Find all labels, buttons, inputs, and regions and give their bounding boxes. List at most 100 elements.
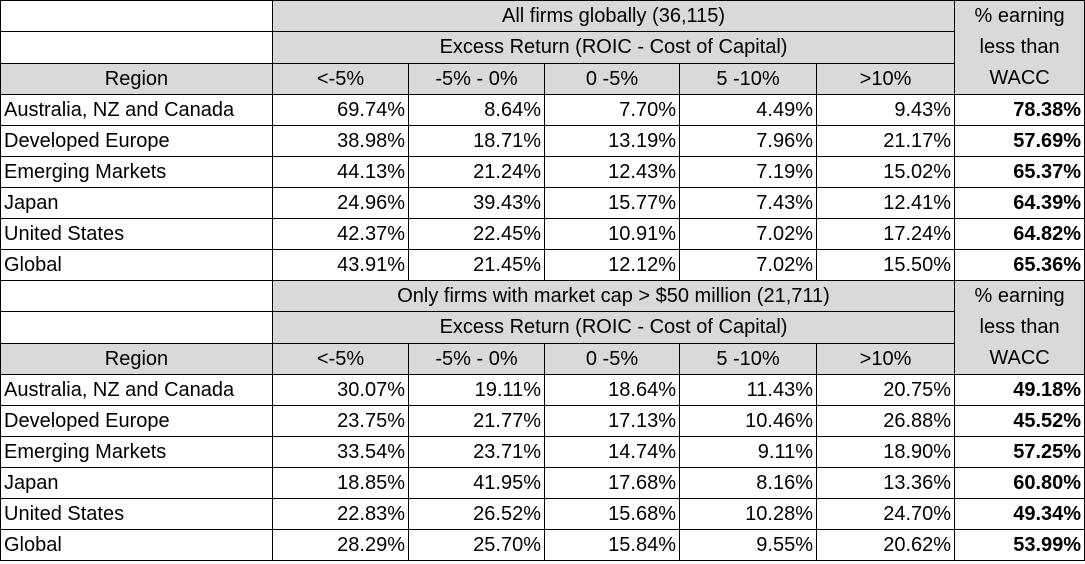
- pct-header-line: WACC: [989, 67, 1050, 89]
- value-cell: 21.45%: [408, 249, 545, 281]
- region-cell: Australia, NZ and Canada: [0, 94, 273, 126]
- region-cell: United States: [0, 218, 273, 250]
- range-column-header: 0 -5%: [544, 62, 680, 96]
- pct-earning-cell: 78.38%: [954, 94, 1085, 126]
- range-column-header: >10%: [815, 62, 956, 96]
- value-cell: 21.24%: [408, 156, 545, 188]
- pct-earning-cell: 60.80%: [954, 467, 1085, 499]
- region-cell: Global: [0, 529, 273, 561]
- region-cell: Australia, NZ and Canada: [0, 374, 273, 406]
- value-cell: 12.43%: [544, 156, 680, 188]
- section-title: All firms globally (36,115): [271, 0, 956, 33]
- value-cell: 4.49%: [679, 94, 817, 126]
- range-column-header: <-5%: [272, 62, 409, 96]
- section-subtitle: Excess Return (ROIC - Cost of Capital): [271, 311, 956, 344]
- value-cell: 9.43%: [815, 94, 956, 126]
- column-header-row: Region <-5% -5% - 0% 0 -5% 5 -10% >10%: [0, 342, 1085, 376]
- value-cell: 24.70%: [815, 498, 956, 530]
- table-row: United States 42.37% 22.45% 10.91% 7.02% 17.2…: [0, 218, 1085, 250]
- region-cell: Developed Europe: [0, 405, 273, 437]
- region-cell: Developed Europe: [0, 125, 273, 157]
- value-cell: 10.46%: [679, 405, 817, 437]
- region-cell: United States: [0, 498, 273, 530]
- value-cell: 9.55%: [679, 529, 817, 561]
- value-cell: 22.83%: [272, 498, 409, 530]
- section-subtitle: Excess Return (ROIC - Cost of Capital): [271, 31, 956, 64]
- value-cell: 7.43%: [679, 187, 817, 219]
- value-cell: 38.98%: [272, 125, 409, 157]
- value-cell: 28.29%: [272, 529, 409, 561]
- region-column-header: Region: [0, 62, 273, 96]
- blank-cell: [0, 0, 273, 33]
- value-cell: 15.50%: [815, 249, 956, 281]
- range-column-header: -5% - 0%: [408, 342, 545, 376]
- pct-earning-cell: 57.25%: [954, 436, 1085, 468]
- range-column-header: 0 -5%: [544, 342, 680, 376]
- pct-earning-cell: 64.82%: [954, 218, 1085, 250]
- region-cell: Global: [0, 249, 273, 281]
- range-column-header: <-5%: [272, 342, 409, 376]
- pct-header-line: WACC: [989, 347, 1050, 369]
- table-row: Developed Europe 38.98% 18.71% 13.19% 7.96% 2…: [0, 125, 1085, 157]
- table-row: Global 43.91% 21.45% 12.12% 7.02% 15.50% 65.36…: [0, 249, 1085, 281]
- pct-earning-cell: 49.18%: [954, 374, 1085, 406]
- value-cell: 33.54%: [272, 436, 409, 468]
- column-header-row: Region <-5% -5% - 0% 0 -5% 5 -10% >10%: [0, 62, 1085, 96]
- range-column-header: >10%: [815, 342, 956, 376]
- value-cell: 7.02%: [679, 249, 817, 281]
- value-cell: 69.74%: [272, 94, 409, 126]
- pct-header-line: % earning: [974, 5, 1065, 27]
- value-cell: 11.43%: [679, 374, 817, 406]
- value-cell: 19.11%: [408, 374, 545, 406]
- value-cell: 26.88%: [815, 405, 956, 437]
- value-cell: 17.68%: [544, 467, 680, 499]
- table-row: Japan 24.96% 39.43% 15.77% 7.43% 12.41% 64.39%: [0, 187, 1085, 219]
- value-cell: 17.24%: [815, 218, 956, 250]
- value-cell: 13.36%: [815, 467, 956, 499]
- value-cell: 26.52%: [408, 498, 545, 530]
- value-cell: 10.91%: [544, 218, 680, 250]
- region-column-header: Region: [0, 342, 273, 376]
- pct-earning-cell: 57.69%: [954, 125, 1085, 157]
- value-cell: 10.28%: [679, 498, 817, 530]
- blank-cell: [0, 311, 273, 344]
- pct-earning-cell: 64.39%: [954, 187, 1085, 219]
- value-cell: 7.19%: [679, 156, 817, 188]
- section-title-row: All firms globally (36,115) % earning less…: [0, 0, 1085, 95]
- region-cell: Japan: [0, 467, 273, 499]
- value-cell: 18.71%: [408, 125, 545, 157]
- value-cell: 14.74%: [544, 436, 680, 468]
- section-title-row: Only firms with market cap > $50 million…: [0, 279, 1085, 375]
- pct-earning-header: % earning less than WACC: [954, 0, 1085, 95]
- table-row: United States 22.83% 26.52% 15.68% 10.28% 24.…: [0, 498, 1085, 530]
- value-cell: 7.96%: [679, 125, 817, 157]
- value-cell: 43.91%: [272, 249, 409, 281]
- value-cell: 21.17%: [815, 125, 956, 157]
- table-row: Developed Europe 23.75% 21.77% 17.13% 10.46%…: [0, 405, 1085, 437]
- value-cell: 42.37%: [272, 218, 409, 250]
- table-row: Australia, NZ and Canada 69.74% 8.64% 7.70%…: [0, 94, 1085, 126]
- range-column-header: 5 -10%: [679, 62, 817, 96]
- value-cell: 15.68%: [544, 498, 680, 530]
- pct-earning-cell: 53.99%: [954, 529, 1085, 561]
- range-column-header: 5 -10%: [679, 342, 817, 376]
- value-cell: 12.12%: [544, 249, 680, 281]
- pct-earning-cell: 65.37%: [954, 156, 1085, 188]
- range-column-header: -5% - 0%: [408, 62, 545, 96]
- pct-header-line: less than: [979, 316, 1060, 338]
- value-cell: 7.70%: [544, 94, 680, 126]
- table-row: Japan 18.85% 41.95% 17.68% 8.16% 13.36% 60.80%: [0, 467, 1085, 499]
- table-row: Emerging Markets 33.54% 23.71% 14.74% 9.11% 1…: [0, 436, 1085, 468]
- value-cell: 25.70%: [408, 529, 545, 561]
- value-cell: 8.64%: [408, 94, 545, 126]
- value-cell: 9.11%: [679, 436, 817, 468]
- pct-header-line: % earning: [974, 285, 1065, 307]
- section-title: Only firms with market cap > $50 million…: [271, 279, 956, 313]
- value-cell: 12.41%: [815, 187, 956, 219]
- value-cell: 15.77%: [544, 187, 680, 219]
- value-cell: 44.13%: [272, 156, 409, 188]
- pct-earning-header: % earning less than WACC: [954, 280, 1085, 375]
- pct-earning-cell: 45.52%: [954, 405, 1085, 437]
- value-cell: 30.07%: [272, 374, 409, 406]
